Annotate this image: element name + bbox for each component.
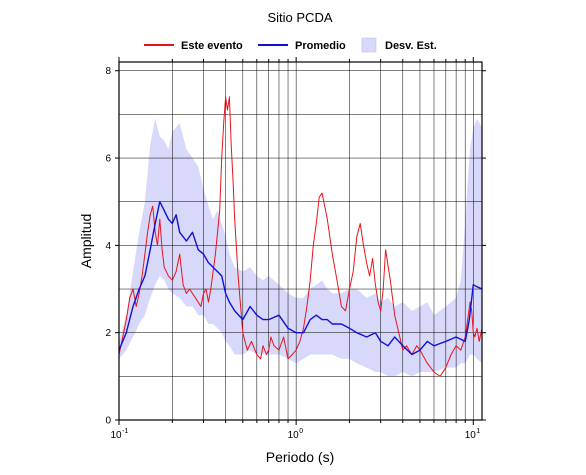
x-tick-exponent: 0 [299,428,303,435]
y-tick-label: 8 [105,66,111,77]
legend-event-label: Este evento [181,40,243,52]
y-tick-label: 4 [105,241,111,252]
y-axis-label: Amplitud [78,214,94,268]
legend-std-swatch [361,37,377,53]
grid [118,62,482,421]
mean-series-line [118,200,483,356]
y-tick-label: 2 [105,328,111,339]
event-series-line [118,96,483,377]
std-band-layer [119,118,482,377]
series-layer [118,96,483,377]
legend: Este evento Promedio Desv. Est. [144,37,437,53]
x-axis-label: Periodo (s) [266,449,334,465]
x-tick-label: 10 [288,430,300,441]
y-tick-label: 6 [105,154,111,165]
std-band [119,118,482,377]
x-tick-label: 10 [110,430,122,441]
legend-std-label: Desv. Est. [385,40,437,52]
y-tick-label: 0 [105,416,111,427]
x-tick-exponent: -1 [122,428,128,435]
plot-frame [118,61,483,421]
x-tick-exponent: 1 [476,428,480,435]
chart-title: Sitio PCDA [267,10,332,25]
x-tick-label: 10 [465,430,477,441]
legend-mean-label: Promedio [295,40,346,52]
